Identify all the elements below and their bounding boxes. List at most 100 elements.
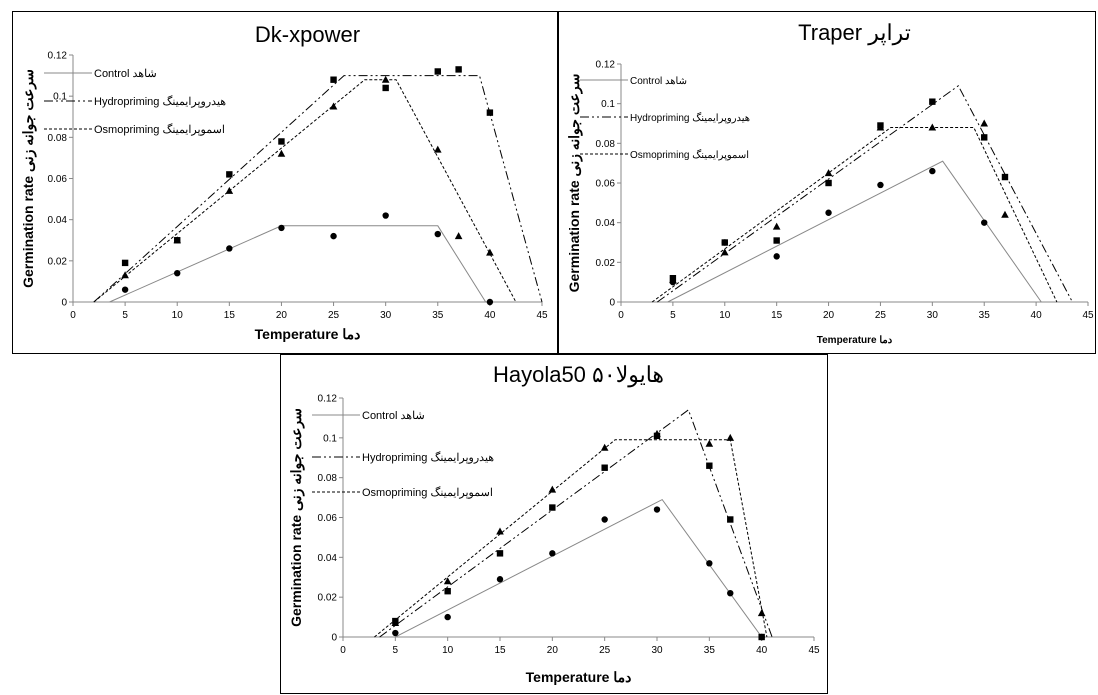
data-point-square: [721, 239, 728, 246]
data-point-triangle: [329, 102, 338, 110]
data-point-triangle: [726, 433, 735, 441]
chart-title: Traper تراپر: [798, 20, 911, 46]
x-tick-label: 40: [756, 645, 768, 656]
data-point-circle: [706, 560, 713, 567]
x-tick-label: 30: [651, 645, 663, 656]
series-fit-line: [93, 75, 543, 303]
chart-panel-dk-xpower: Dk-xpower 0 5 10 15 20 25 30 35 40 45 0 0.02 0.04 0.06…: [12, 11, 558, 354]
data-point-circle: [877, 181, 884, 189]
legend-label: Osmopriming اسموپرایمینگ: [630, 149, 749, 161]
y-tick-label: 0.08: [596, 139, 616, 150]
data-point-circle: [392, 629, 399, 637]
data-point-square: [549, 504, 556, 511]
data-point-square: [758, 633, 765, 641]
y-tick-label: 0.06: [596, 179, 616, 190]
y-tick-label: 0: [609, 298, 615, 309]
data-point-circle: [434, 230, 441, 238]
series-fit-line: [657, 85, 1073, 303]
x-tick-label: 0: [618, 310, 624, 321]
x-tick-label: 0: [340, 645, 346, 656]
data-point-circle: [121, 286, 129, 293]
chart-dk-xpower: Dk-xpower 0 5 10 15 20 25 30 35 40 45 0 0.02 0.04 0.06…: [20, 22, 548, 342]
data-point-square: [121, 259, 129, 267]
x-tick-label: 20: [823, 310, 835, 321]
y-tick-label: 0.12: [596, 60, 616, 71]
y-tick-label: 0.04: [318, 553, 338, 564]
series-fit-line: [379, 409, 773, 638]
x-tick-label: 15: [224, 310, 236, 321]
x-tick-label: 25: [875, 310, 887, 321]
y-tick-label: 0.02: [48, 256, 68, 267]
x-tick-label: 10: [719, 310, 731, 321]
chart-traper: Traper تراپر 0 5 10 15 20 25 30 35 40 45 0 0.02 0.04 0…: [566, 20, 1094, 346]
series-fit-line: [374, 439, 768, 638]
data-point-triangle: [876, 123, 885, 131]
x-tick-label: 5: [122, 310, 128, 321]
data-point-square: [496, 550, 504, 557]
x-tick-label: 5: [393, 645, 399, 656]
data-point-square: [444, 587, 451, 595]
x-tick-label: 45: [808, 645, 820, 656]
x-tick-label: 10: [172, 310, 184, 321]
data-point-square: [1001, 173, 1009, 181]
data-point-square: [382, 84, 389, 92]
data-point-triangle: [824, 169, 833, 177]
data-point-circle: [496, 576, 504, 583]
y-tick-label: 0.04: [596, 218, 616, 229]
data-point-triangle: [653, 429, 661, 437]
chart-title: Hayola50 هایولا۵۰: [493, 362, 664, 388]
x-tick-label: 45: [1082, 310, 1094, 321]
chart-hayola50: Hayola50 هایولا۵۰ 0 5 10 15 20 25 30 35 40 45 0 0.02…: [288, 362, 820, 685]
x-tick-label: 25: [328, 310, 340, 321]
data-point-circle: [601, 516, 608, 523]
x-tick-label: 35: [979, 310, 991, 321]
data-point-triangle: [391, 619, 400, 627]
data-point-circle: [330, 232, 337, 240]
y-tick-label: 0.06: [318, 513, 338, 524]
data-point-square: [929, 98, 936, 105]
y-tick-label: 0.08: [48, 133, 68, 144]
legend-label: Hydropriming هیدروپرایمینگ: [362, 451, 494, 464]
y-tick-label: 0.02: [596, 258, 616, 269]
data-point-triangle: [277, 149, 286, 157]
data-point-triangle: [1001, 210, 1009, 218]
x-tick-label: 15: [494, 645, 506, 656]
y-axis-label: Germination rate سرعت جوانه زنی: [566, 74, 583, 293]
data-point-triangle: [669, 276, 677, 284]
data-point-circle: [981, 219, 988, 226]
data-point-circle: [382, 212, 389, 219]
x-tick-label: 10: [442, 645, 454, 656]
series-fit-line: [93, 79, 517, 303]
data-point-square: [601, 464, 608, 471]
data-point-circle: [226, 245, 233, 252]
data-point-square: [981, 134, 988, 141]
y-tick-label: 0.12: [318, 394, 338, 405]
y-tick-label: 0: [331, 633, 337, 644]
x-tick-label: 0: [70, 310, 76, 321]
y-axis-label: Germination rate سرعت جوانه زنی: [20, 69, 37, 288]
series-fit-line: [667, 160, 1042, 303]
x-tick-label: 20: [547, 645, 559, 656]
data-point-square: [486, 109, 494, 116]
chart-title: Dk-xpower: [255, 22, 360, 47]
data-point-triangle: [548, 485, 557, 493]
data-point-triangle: [980, 119, 989, 127]
data-point-triangle: [433, 145, 442, 153]
data-point-circle: [444, 613, 451, 621]
legend-label: Control شاهد: [94, 68, 157, 80]
data-point-circle: [278, 224, 285, 232]
y-axis-label: Germination rate سرعت جوانه زنی: [288, 408, 305, 627]
y-tick-label: 0.1: [601, 99, 615, 110]
data-point-triangle: [225, 186, 234, 194]
x-axis-label: Temperature دما: [526, 669, 632, 685]
y-tick-label: 0: [61, 298, 67, 309]
data-point-triangle: [454, 232, 463, 240]
chart-panel-traper: Traper تراپر 0 5 10 15 20 25 30 35 40 45 0 0.02 0.04 0…: [558, 11, 1096, 354]
x-tick-label: 40: [1031, 310, 1043, 321]
data-point-circle: [653, 506, 661, 513]
data-point-triangle: [381, 75, 390, 83]
legend-label: Osmopriming اسموپرایمینگ: [362, 486, 493, 499]
data-point-circle: [174, 269, 181, 277]
legend-label: Control شاهد: [630, 76, 687, 87]
data-point-circle: [929, 167, 936, 175]
